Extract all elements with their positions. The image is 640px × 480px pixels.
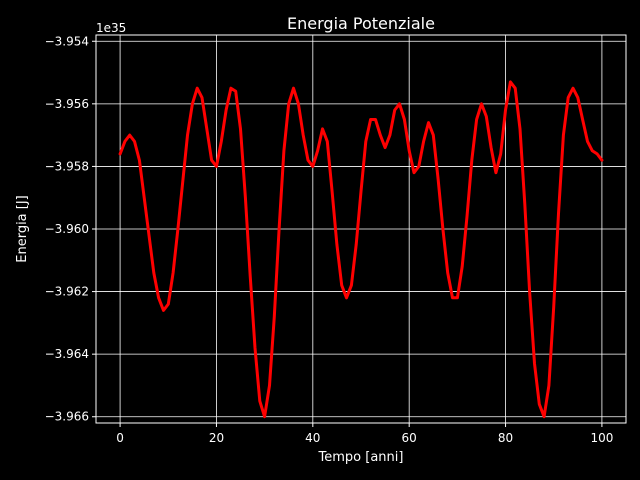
x-tick-label: 100 [590,431,613,445]
x-tick-label: 0 [116,431,124,445]
series-layer [118,80,604,419]
x-axis-label: Tempo [anni] [318,450,404,465]
grid-lines [96,35,626,423]
x-axis-ticks: 0 20 40 60 80 100 [116,423,613,445]
y-tick-label: −3.958 [45,159,89,173]
y-axis-label: Energia [J] [15,195,30,263]
x-tick-label: 20 [209,431,224,445]
y-axis-ticks: −3.966 −3.964 −3.962 −3.960 −3.958 −3.956 −3.9… [45,34,96,424]
series-line [118,80,604,419]
x-tick-label: 60 [402,431,417,445]
y-tick-label: −3.962 [45,285,89,299]
y-tick-label: −3.966 [45,410,89,424]
x-tick-label: 40 [305,431,320,445]
x-tick-label: 80 [498,431,513,445]
y-tick-label: −3.954 [45,34,89,48]
y-offset-label: 1e35 [96,21,126,35]
y-tick-label: −3.960 [45,222,89,236]
y-tick-label: −3.956 [45,97,89,111]
y-tick-label: −3.964 [45,347,89,361]
chart-title: Energia Potenziale [287,14,435,33]
